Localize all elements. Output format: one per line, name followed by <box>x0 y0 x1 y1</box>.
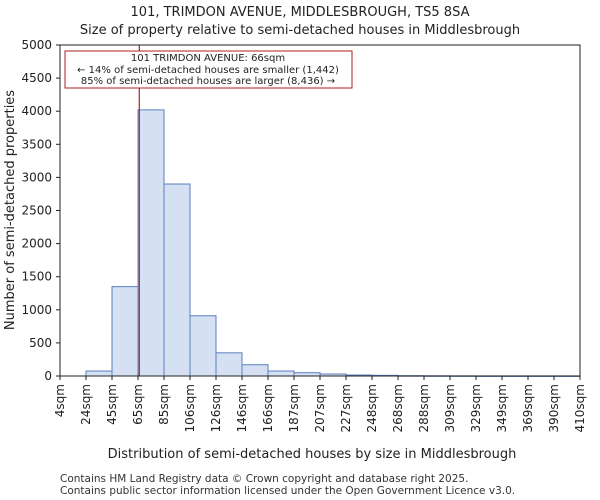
y-tick-label: 0 <box>44 369 52 383</box>
x-tick-label: 268sqm <box>391 384 405 432</box>
x-tick-label: 369sqm <box>521 384 535 432</box>
x-tick-label: 24sqm <box>79 384 93 425</box>
x-tick-label: 248sqm <box>365 384 379 432</box>
y-tick-label: 2000 <box>21 237 52 251</box>
chart-subtitle: Size of property relative to semi-detach… <box>80 23 520 38</box>
x-tick-label: 4sqm <box>53 384 67 417</box>
y-axis-label: Number of semi-detached properties <box>3 90 18 330</box>
y-tick-label: 3500 <box>21 137 52 151</box>
x-tick-label: 45sqm <box>105 384 119 425</box>
y-tick-label: 1000 <box>21 303 52 317</box>
x-tick-label: 166sqm <box>261 384 275 432</box>
footer-line-2: Contains public sector information licen… <box>60 485 515 497</box>
x-tick-label: 85sqm <box>157 384 171 425</box>
x-tick-label: 187sqm <box>287 384 301 432</box>
annotation-line-1: 101 TRIMDON AVENUE: 66sqm <box>131 53 285 64</box>
y-tick-label: 5000 <box>21 38 52 52</box>
bar <box>267 370 295 377</box>
chart-title: 101, TRIMDON AVENUE, MIDDLESBROUGH, TS5 … <box>131 5 470 20</box>
x-tick-label: 288sqm <box>417 384 431 432</box>
bars <box>85 109 581 377</box>
bar <box>137 109 165 377</box>
x-tick-label: 106sqm <box>183 384 197 432</box>
bar <box>111 286 139 377</box>
plot-frame <box>59 44 581 377</box>
y-tick-label: 4500 <box>21 71 52 85</box>
annotation-line-2: ← 14% of semi-detached houses are smalle… <box>77 65 339 76</box>
annotation-line-3: 85% of semi-detached houses are larger (… <box>81 76 335 87</box>
x-axis-label: Distribution of semi-detached houses by … <box>108 447 517 462</box>
x-tick-label: 146sqm <box>235 384 249 432</box>
footer-line-1: Contains HM Land Registry data © Crown c… <box>60 473 468 485</box>
bar <box>189 315 217 377</box>
x-tick-label: 207sqm <box>313 384 327 432</box>
bar <box>241 364 269 377</box>
bar <box>85 370 113 377</box>
bar <box>163 183 191 377</box>
x-tick-label: 227sqm <box>339 384 353 432</box>
x-tick-label: 309sqm <box>443 384 457 432</box>
annotation-box-border <box>64 50 353 89</box>
x-tick-label: 126sqm <box>209 384 223 432</box>
x-tick-label: 329sqm <box>469 384 483 432</box>
annotation-box: 101 TRIMDON AVENUE: 66sqm ← 14% of semi-… <box>64 50 353 89</box>
y-tick-label: 2500 <box>21 204 52 218</box>
bar <box>215 352 243 377</box>
x-axis-ticks: 4sqm 24sqm 45sqm 65sqm 85sqm 106sqm 126sqm 146s… <box>53 376 587 432</box>
y-tick-label: 3000 <box>21 170 52 184</box>
y-tick-label: 1500 <box>21 270 52 284</box>
y-axis-ticks: 0 500 1000 1500 2000 2500 3000 3500 4000 4500 5000 <box>21 38 60 383</box>
x-tick-label: 349sqm <box>495 384 509 432</box>
x-tick-label: 65sqm <box>131 384 145 425</box>
x-tick-label: 390sqm <box>547 384 561 432</box>
y-tick-label: 500 <box>29 336 52 350</box>
x-tick-label: 410sqm <box>573 384 587 432</box>
y-tick-label: 4000 <box>21 104 52 118</box>
